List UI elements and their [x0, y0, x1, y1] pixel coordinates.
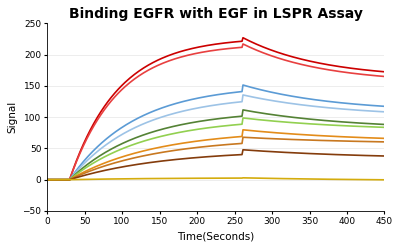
X-axis label: Time(Seconds): Time(Seconds): [177, 231, 254, 241]
Y-axis label: Signal: Signal: [7, 101, 17, 133]
Title: Binding EGFR with EGF in LSPR Assay: Binding EGFR with EGF in LSPR Assay: [69, 7, 363, 21]
